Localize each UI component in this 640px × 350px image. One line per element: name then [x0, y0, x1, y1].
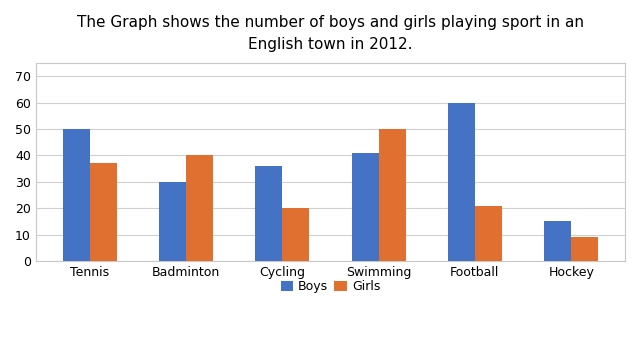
Bar — [544, 222, 572, 261]
Bar — [475, 205, 502, 261]
Bar — [186, 155, 213, 261]
Bar — [255, 166, 282, 261]
Bar — [379, 129, 406, 261]
Bar — [351, 153, 379, 261]
Bar — [90, 163, 116, 261]
Bar — [572, 237, 598, 261]
Bar — [448, 103, 475, 261]
Bar — [282, 208, 309, 261]
Bar — [159, 182, 186, 261]
Bar — [63, 129, 90, 261]
Legend: Boys, Girls: Boys, Girls — [276, 275, 385, 298]
Title: The Graph shows the number of boys and girls playing sport in an
English town in: The Graph shows the number of boys and g… — [77, 15, 584, 52]
